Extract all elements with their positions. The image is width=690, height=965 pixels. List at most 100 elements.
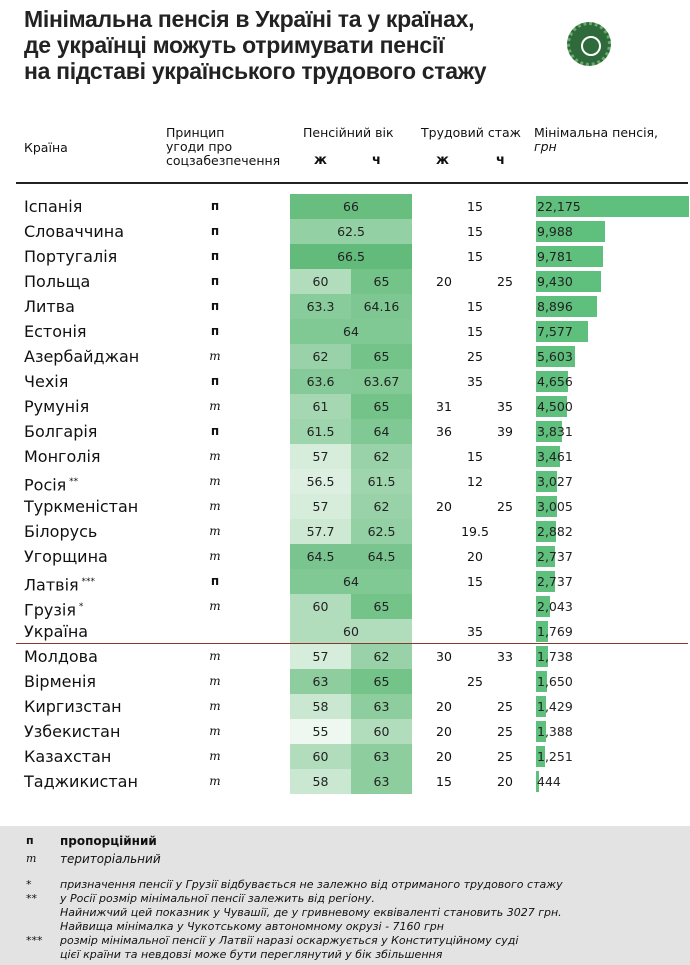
age-men-cell: 63	[351, 744, 412, 769]
age-women-cell: 63.3	[290, 294, 351, 319]
principle-value: т	[209, 474, 221, 488]
principle-value: т	[209, 549, 221, 563]
principle-value: т	[209, 499, 221, 513]
country-name: Білорусь	[24, 522, 98, 541]
legend-key: т	[26, 852, 37, 865]
country-name: Росія **	[24, 475, 79, 495]
service-men-value: 25	[497, 724, 513, 739]
pension-label: 1,388	[537, 724, 573, 739]
table-row: Словаччина п 62.5 15 9,988	[0, 219, 690, 244]
country-name: Естонія	[24, 322, 87, 341]
table-row: Узбекистан т 55 60 20 25 1,388	[0, 719, 690, 744]
header-principle: Принцип угоди про соцзабезпечення	[166, 126, 280, 168]
age-men-cell: 63	[351, 694, 412, 719]
service-value: 15	[467, 249, 483, 264]
table-row: Грузія * т 60 65 2,043	[0, 594, 690, 619]
table-row: Угорщина т 64.5 64.5 20 2,737	[0, 544, 690, 569]
age-women-cell: 63.6	[290, 369, 351, 394]
service-women-value: 30	[436, 649, 452, 664]
pension-bar	[536, 196, 689, 217]
pension-bar	[536, 546, 555, 567]
pension-label: 444	[537, 774, 561, 789]
principle-value: т	[209, 674, 221, 688]
table-row: Литва п 63.3 64.16 15 8,896	[0, 294, 690, 319]
pension-bar	[536, 296, 598, 317]
service-men-value: 25	[497, 274, 513, 289]
table-row: Чехія п 63.6 63.67 35 4,656	[0, 369, 690, 394]
pension-label: 4,500	[537, 399, 573, 414]
table-row: Таджикистан т 58 63 15 20 444	[0, 769, 690, 794]
country-name: Латвія ***	[24, 575, 96, 595]
service-women-value: 20	[436, 699, 452, 714]
pension-bar	[536, 446, 560, 467]
age-women-cell: 56.5	[290, 469, 351, 494]
title-line: де українці можуть отримувати пенсії	[24, 32, 445, 58]
pension-label: 2,882	[537, 524, 573, 539]
principle-value: п	[210, 424, 220, 438]
principle-value: т	[209, 649, 221, 663]
footnote-key: *	[26, 878, 32, 891]
age-women-cell: 60	[290, 269, 351, 294]
pension-bar	[536, 521, 556, 542]
header-line: Мінімальна пенсія,	[534, 125, 659, 140]
principle-value: т	[209, 524, 221, 538]
table-row: Білорусь т 57.7 62.5 19.5 2,882	[0, 519, 690, 544]
footnote-marker: **	[66, 477, 79, 487]
pension-bar	[536, 771, 540, 792]
pension-label: 7,577	[537, 324, 573, 339]
service-women-value: 20	[436, 749, 452, 764]
service-men-value: 25	[497, 699, 513, 714]
header-service: Трудовий стаж	[421, 125, 521, 140]
header-pension: Мінімальна пенсія, грн	[534, 126, 658, 154]
age-men-cell: 62	[351, 444, 412, 469]
service-men-value: 35	[497, 399, 513, 414]
service-women-value: 20	[436, 724, 452, 739]
table-row: Туркменістан т 57 62 20 25 3,005	[0, 494, 690, 519]
service-men-value: 20	[497, 774, 513, 789]
service-value: 15	[467, 224, 483, 239]
principle-value: т	[209, 749, 221, 763]
footnote-key: **	[26, 892, 37, 905]
table-row: Вірменія т 63 65 25 1,650	[0, 669, 690, 694]
pension-label: 8,896	[537, 299, 573, 314]
service-value: 25	[467, 674, 483, 689]
title-line: Мінімальна пенсія в Україні та у країнах…	[24, 6, 475, 32]
service-women-value: 20	[436, 499, 452, 514]
pension-label: 9,430	[537, 274, 573, 289]
table-row: Росія ** т 56.5 61.5 12 3,027	[0, 469, 690, 494]
pension-bar	[536, 746, 545, 767]
age-cell: 66	[290, 194, 412, 219]
country-name: Туркменістан	[24, 497, 139, 516]
age-women-cell: 57.7	[290, 519, 351, 544]
age-men-cell: 61.5	[351, 469, 412, 494]
legend-label: територіальний	[60, 852, 161, 866]
age-cell: 64	[290, 569, 412, 594]
pension-bar	[536, 271, 602, 292]
age-women-cell: 60	[290, 594, 351, 619]
principle-value: п	[210, 299, 220, 313]
country-name: Азербайджан	[24, 347, 140, 366]
country-name: Польща	[24, 272, 91, 291]
age-men-cell: 64.16	[351, 294, 412, 319]
pension-bar	[536, 721, 546, 742]
age-cell: 62.5	[290, 219, 412, 244]
pension-bar	[536, 371, 569, 392]
table-row: Азербайджан т 62 65 25 5,603	[0, 344, 690, 369]
header-age-m: ч	[372, 153, 381, 168]
pension-bar	[536, 346, 575, 367]
service-value: 25	[467, 349, 483, 364]
pension-bar	[536, 596, 551, 617]
service-women-value: 36	[436, 424, 452, 439]
age-men-cell: 65	[351, 269, 412, 294]
table-row: Молдова т 57 62 30 33 1,738	[0, 644, 690, 669]
pension-label: 1,650	[537, 674, 573, 689]
age-women-cell: 58	[290, 769, 351, 794]
age-women-cell: 57	[290, 494, 351, 519]
age-men-cell: 62.5	[351, 519, 412, 544]
pension-label: 1,738	[537, 649, 573, 664]
country-name: Киргизстан	[24, 697, 122, 716]
age-women-cell: 58	[290, 694, 351, 719]
table-row: Монголія т 57 62 15 3,461	[0, 444, 690, 469]
country-name: Грузія *	[24, 600, 84, 620]
